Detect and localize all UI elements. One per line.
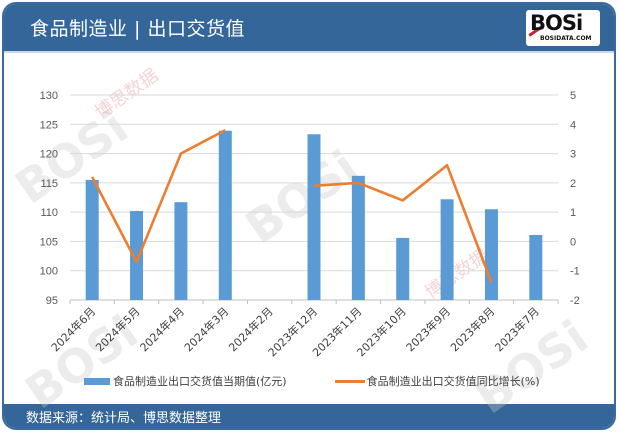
growth-line: [313, 163, 493, 283]
bosi-logo: BOSi BOSIDATA.COM: [526, 10, 600, 46]
bar: [130, 210, 144, 300]
left-axis-tick: 100: [40, 266, 58, 278]
x-axis-label: 2024年3月: [181, 304, 231, 354]
bar: [351, 175, 365, 300]
x-axis-label: 2024年6月: [48, 304, 98, 354]
logo-subtext: BOSIDATA.COM: [540, 35, 592, 42]
bar: [218, 130, 232, 300]
x-axis-label: 2023年9月: [403, 304, 453, 354]
x-axis-label: 2023年8月: [447, 304, 497, 354]
legend-item-bar: 食品制造业出口交货值当期值(亿元): [84, 373, 287, 389]
bar: [440, 199, 454, 300]
right-axis-tick: 0: [570, 236, 576, 248]
line-swatch-icon: [334, 379, 365, 383]
right-axis-tick: 5: [570, 90, 576, 102]
x-axis-label: 2024年5月: [92, 304, 142, 354]
legend-label-line: 食品制造业出口交货值同比增长(%): [366, 375, 540, 388]
left-axis-tick: 110: [40, 207, 58, 219]
left-axis-tick: 105: [40, 236, 58, 248]
right-axis-tick: 1: [570, 207, 576, 219]
bar: [174, 202, 188, 300]
data-source: 数据来源：统计局、博思数据整理: [26, 411, 222, 426]
legend-item-line: 食品制造业出口交货值同比增长(%): [334, 373, 540, 389]
left-axis-tick: 115: [40, 178, 58, 190]
right-axis-tick: -1: [570, 266, 580, 278]
legend-label-bar: 食品制造业出口交货值当期值(亿元): [113, 375, 287, 388]
page-title: 食品制造业 | 出口交货值: [30, 18, 245, 40]
footer-bar: 数据来源：统计局、博思数据整理: [4, 404, 614, 428]
bar: [484, 209, 498, 300]
right-axis-tick: 4: [570, 119, 576, 131]
chart-card: 食品制造业 | 出口交货值 BOSi BOSIDATA.COM 数据来源：统计局…: [2, 2, 616, 430]
bar: [396, 237, 410, 300]
bar: [529, 234, 543, 300]
right-axis-tick: -2: [570, 295, 580, 307]
left-axis-tick: 95: [46, 295, 58, 307]
x-axis-label: 2023年7月: [492, 304, 542, 354]
header-bar: 食品制造业 | 出口交货值 BOSi BOSIDATA.COM: [4, 4, 614, 53]
legend: 食品制造业出口交货值当期值(亿元) 食品制造业出口交货值同比增长(%): [84, 373, 588, 389]
left-axis-tick: 120: [40, 149, 58, 161]
logo-text: BOSi: [530, 11, 583, 35]
bar: [307, 134, 321, 300]
right-axis-tick: 3: [570, 149, 576, 161]
growth-line: [91, 128, 226, 264]
left-axis-tick: 130: [40, 90, 58, 102]
right-axis-tick: 2: [570, 178, 576, 190]
left-axis-tick: 125: [40, 119, 58, 131]
bar-swatch-icon: [84, 377, 110, 385]
bar: [85, 179, 99, 300]
x-axis-label: 2024年4月: [137, 304, 187, 354]
